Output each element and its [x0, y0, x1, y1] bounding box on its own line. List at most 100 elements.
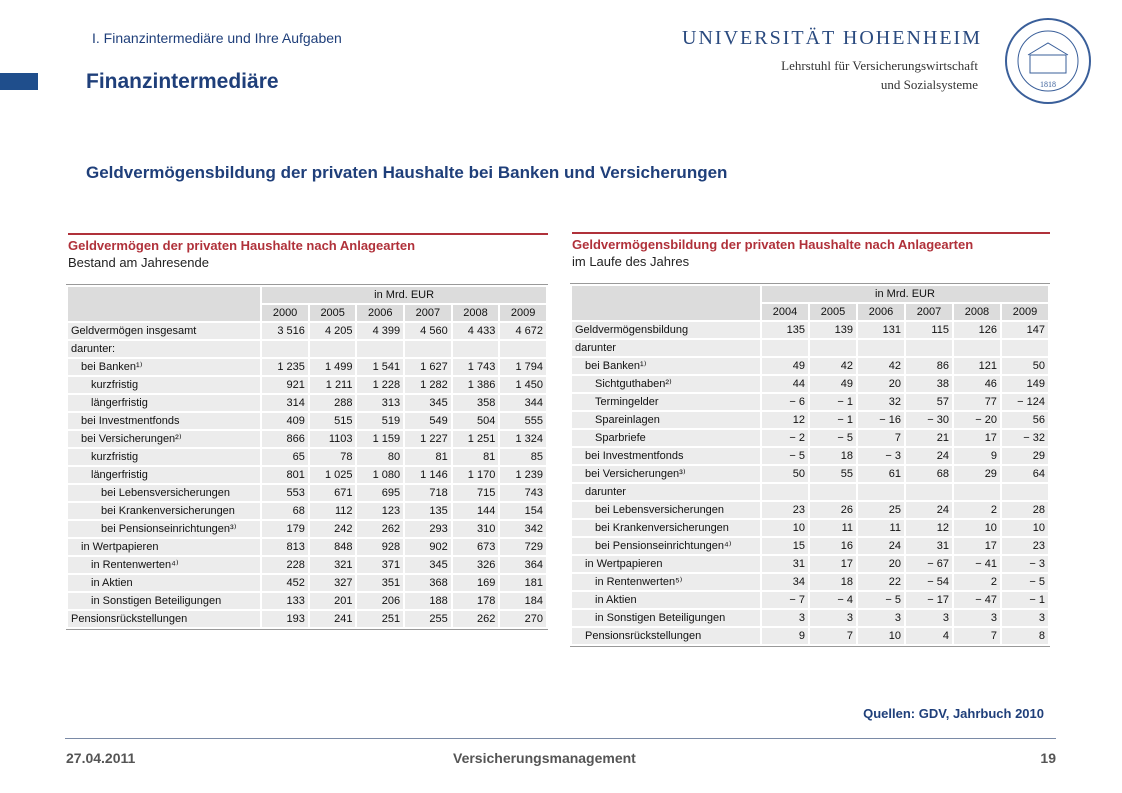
column-header: 2008	[452, 305, 499, 321]
value-cell: − 124	[1001, 394, 1048, 410]
data-table: in Mrd. EUR 2004 2005 2006 2007 2008 2009 Geldv…	[570, 283, 1050, 647]
empty-cell	[357, 341, 404, 357]
value-cell: 7	[857, 430, 904, 446]
value-cell: 18	[810, 448, 856, 464]
value-cell: − 1	[810, 394, 856, 410]
row-label: Sparbriefe	[572, 430, 761, 446]
value-cell: − 2	[762, 430, 808, 446]
table-row: Termingelder − 6− 1 32 57 77− 124	[572, 394, 1048, 410]
value-cell: 20	[857, 556, 904, 572]
row-label: bei Banken¹⁾	[68, 359, 261, 375]
value-cell: 1 386	[452, 377, 499, 393]
value-cell: 3	[1001, 610, 1048, 626]
row-label: in Wertpapieren	[572, 556, 761, 572]
value-cell: − 5	[762, 448, 808, 464]
value-cell: − 5	[857, 592, 904, 608]
value-cell: 326	[452, 557, 499, 573]
row-label: in Rentenwerten⁴⁾	[68, 557, 261, 573]
value-cell: 24	[905, 448, 952, 464]
value-cell: − 5	[1001, 574, 1048, 590]
empty-cell	[452, 341, 499, 357]
footer-rule	[65, 738, 1056, 739]
row-label: in Aktien	[68, 575, 261, 591]
value-cell: 77	[953, 394, 1000, 410]
value-cell: 123	[357, 503, 404, 519]
row-label: Pensionsrückstellungen	[572, 628, 761, 644]
value-cell: 345	[405, 557, 451, 573]
value-cell: 3	[953, 610, 1000, 626]
value-cell: 144	[452, 503, 499, 519]
footer-page: 19	[1040, 750, 1056, 766]
value-cell: 242	[309, 521, 356, 537]
value-cell: 81	[452, 449, 499, 465]
value-cell: 313	[357, 395, 404, 411]
value-cell: 12	[905, 520, 952, 536]
value-cell: 1 146	[405, 467, 451, 483]
value-cell: 801	[262, 467, 308, 483]
header-row: in Mrd. EUR	[572, 286, 1048, 320]
value-cell: − 30	[905, 412, 952, 428]
row-label: kurzfristig	[68, 377, 261, 393]
table-row: in Wertpapieren 813 848 928 902 673 729	[68, 539, 546, 555]
value-cell: 288	[309, 395, 356, 411]
value-cell: 80	[357, 449, 404, 465]
row-label: kurzfristig	[68, 449, 261, 465]
value-cell: 9	[762, 628, 808, 644]
value-cell: − 7	[762, 592, 808, 608]
value-cell: 135	[762, 322, 808, 338]
value-cell: 131	[857, 322, 904, 338]
value-cell: 310	[452, 521, 499, 537]
column-header: 2007	[905, 304, 952, 320]
value-cell: 17	[810, 556, 856, 572]
value-cell: 1 080	[357, 467, 404, 483]
header-cell	[68, 287, 261, 321]
value-cell: − 6	[762, 394, 808, 410]
value-cell: 555	[500, 413, 546, 429]
value-cell: 1 282	[405, 377, 451, 393]
value-cell: 10	[857, 628, 904, 644]
value-cell: 20	[857, 376, 904, 392]
value-cell: 2	[953, 502, 1000, 518]
value-cell: − 32	[1001, 430, 1048, 446]
value-cell: 78	[309, 449, 356, 465]
table-row: darunter	[572, 340, 1048, 356]
value-cell: 344	[500, 395, 546, 411]
value-cell: 327	[309, 575, 356, 591]
value-cell: 22	[857, 574, 904, 590]
column-header: 2006	[857, 304, 904, 320]
column-header: 2004	[762, 304, 808, 320]
value-cell: 515	[309, 413, 356, 429]
value-cell: 848	[309, 539, 356, 555]
empty-cell	[500, 341, 546, 357]
header-row: in Mrd. EUR	[68, 287, 546, 321]
value-cell: 135	[405, 503, 451, 519]
value-cell: 743	[500, 485, 546, 501]
column-header: 2009	[1001, 304, 1048, 320]
column-header: 2006	[357, 305, 404, 321]
value-cell: 813	[262, 539, 308, 555]
value-cell: 85	[500, 449, 546, 465]
column-header: 2005	[309, 305, 356, 321]
value-cell: 1 227	[405, 431, 451, 447]
value-cell: 188	[405, 593, 451, 609]
value-cell: 314	[262, 395, 308, 411]
value-cell: 3	[810, 610, 856, 626]
row-label: Pensionsrückstellungen	[68, 611, 261, 627]
value-cell: 8	[1001, 628, 1048, 644]
value-cell: 86	[905, 358, 952, 374]
table-row: längerfristig 801 1 025 1 080 1 146 1 170 1 23…	[68, 467, 546, 483]
chair-line: und Sozialsysteme	[880, 77, 978, 92]
value-cell: 1 159	[357, 431, 404, 447]
table-title: Geldvermögensbildung der privaten Hausha…	[572, 232, 1050, 252]
value-cell: 358	[452, 395, 499, 411]
value-cell: 715	[452, 485, 499, 501]
table-row: darunter	[572, 484, 1048, 500]
value-cell: − 5	[810, 430, 856, 446]
table-row: bei Pensionseinrichtungen³⁾ 179 242 262 293 3…	[68, 521, 546, 537]
value-cell: 1 228	[357, 377, 404, 393]
value-cell: 351	[357, 575, 404, 591]
value-cell: 18	[810, 574, 856, 590]
value-cell: 68	[905, 466, 952, 482]
table-row: Geldvermögen insgesamt 3 516 4 205 4 399 4 5…	[68, 323, 546, 339]
